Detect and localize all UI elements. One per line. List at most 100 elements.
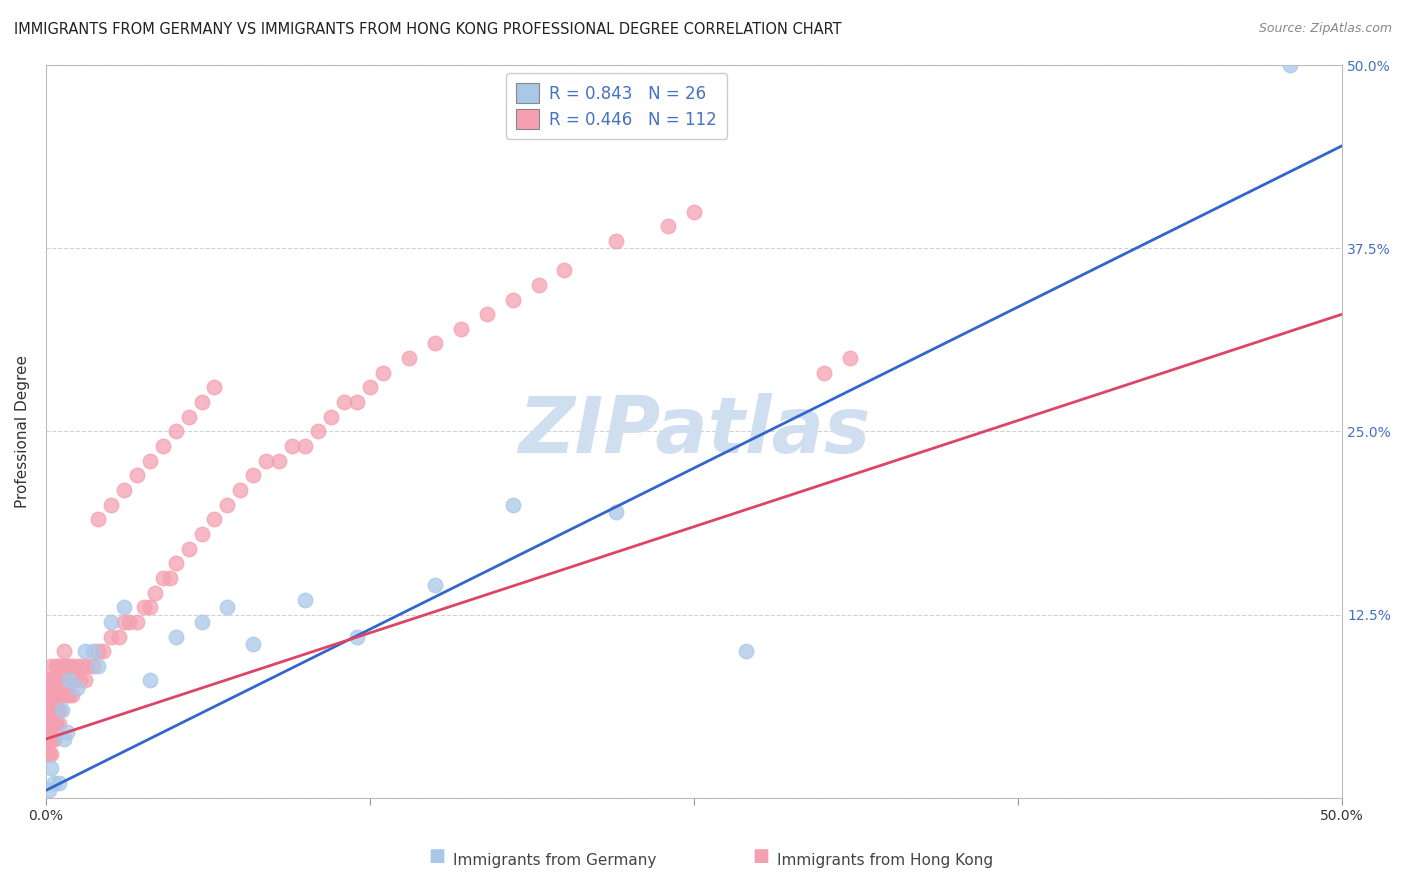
Point (58, 688, 80, 702)
Point (60, 688, 83, 702)
Point (254, 453, 277, 467)
Point (38, 747, 60, 761)
Point (42, 776, 65, 790)
Point (294, 593, 316, 607)
Point (82, 644, 104, 658)
Point (423, 336, 446, 351)
Point (553, 263, 575, 277)
Point (39, 658, 62, 673)
Point (51, 658, 73, 673)
Point (53, 673, 76, 688)
Point (359, 380, 381, 394)
Point (100, 630, 122, 644)
Point (294, 439, 316, 453)
Point (159, 571, 181, 585)
Point (87, 512, 110, 526)
Point (42, 717, 65, 731)
Point (51, 673, 73, 688)
Point (39, 717, 62, 731)
Point (38, 688, 60, 702)
Point (605, 234, 627, 248)
Point (58, 658, 80, 673)
Point (118, 615, 141, 629)
Point (281, 439, 304, 453)
Point (475, 307, 498, 321)
Point (683, 204, 706, 219)
Point (112, 600, 135, 615)
Point (48, 688, 70, 702)
Point (45, 658, 67, 673)
Point (165, 556, 187, 570)
Text: IMMIGRANTS FROM GERMANY VS IMMIGRANTS FROM HONG KONG PROFESSIONAL DEGREE CORRELA: IMMIGRANTS FROM GERMANY VS IMMIGRANTS FR… (14, 22, 842, 37)
Point (134, 600, 156, 615)
Point (51, 703, 73, 717)
Point (346, 630, 368, 644)
Point (152, 571, 174, 585)
Point (42, 732, 65, 747)
Point (39, 732, 62, 747)
Point (605, 505, 627, 519)
Point (242, 637, 264, 651)
Point (204, 380, 226, 394)
Point (58, 673, 80, 688)
Point (190, 395, 212, 409)
Point (42, 673, 65, 688)
Point (42, 688, 65, 702)
Point (53, 644, 76, 658)
Legend: R = 0.843   N = 26, R = 0.446   N = 112: R = 0.843 N = 26, R = 0.446 N = 112 (506, 73, 727, 138)
Point (38, 703, 60, 717)
Point (39, 688, 62, 702)
Point (502, 293, 524, 307)
Point (165, 630, 187, 644)
Point (138, 600, 160, 615)
Point (217, 600, 239, 615)
Point (48, 688, 70, 702)
Point (39, 717, 62, 731)
Point (657, 219, 679, 234)
Point (55, 688, 77, 702)
Point (45, 673, 67, 688)
Point (73, 644, 96, 658)
Point (321, 409, 343, 424)
Point (72, 658, 94, 673)
Point (229, 483, 252, 497)
Point (450, 322, 472, 336)
Point (51, 688, 73, 702)
Point (82, 658, 104, 673)
Point (42, 688, 65, 702)
Point (48, 717, 70, 731)
Point (112, 615, 135, 629)
Point (107, 630, 129, 644)
Point (190, 527, 212, 541)
Point (38, 717, 60, 731)
Point (48, 776, 70, 790)
Text: ■: ■ (752, 847, 769, 865)
Point (333, 395, 356, 409)
Text: Immigrants from Germany: Immigrants from Germany (453, 853, 657, 868)
Point (38, 673, 60, 688)
Point (39, 761, 62, 775)
Point (138, 673, 160, 688)
Point (813, 366, 835, 380)
Point (100, 615, 122, 629)
Point (45, 688, 67, 702)
Text: ZIPatlas: ZIPatlas (517, 393, 870, 469)
Point (398, 351, 420, 365)
Point (42, 732, 65, 747)
Point (45, 703, 67, 717)
Point (39, 747, 62, 761)
Point (38, 703, 60, 717)
Point (152, 439, 174, 453)
Point (38, 717, 60, 731)
Text: ■: ■ (429, 847, 446, 865)
Point (100, 498, 122, 512)
Text: Immigrants from Hong Kong: Immigrants from Hong Kong (776, 853, 993, 868)
Point (53, 688, 76, 702)
Point (39, 732, 62, 747)
Point (838, 351, 860, 365)
Point (527, 277, 550, 292)
Point (87, 644, 110, 658)
Point (1279, 58, 1302, 72)
Point (73, 673, 96, 688)
Point (66, 681, 89, 695)
